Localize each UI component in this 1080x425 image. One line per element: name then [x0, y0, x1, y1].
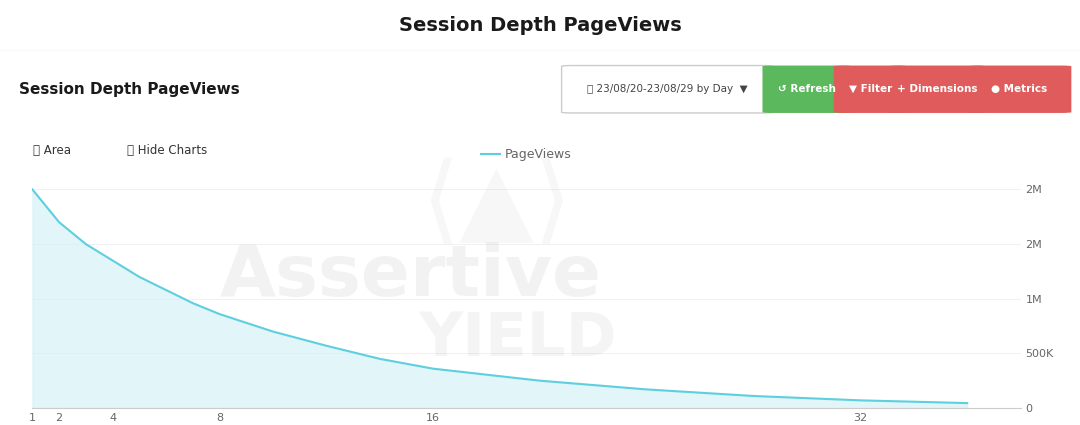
- FancyBboxPatch shape: [762, 65, 852, 113]
- FancyBboxPatch shape: [889, 65, 986, 113]
- FancyBboxPatch shape: [834, 65, 907, 113]
- Text: 📊 Area: 📊 Area: [32, 144, 71, 157]
- Text: Assertive: Assertive: [219, 242, 602, 311]
- Text: Session Depth PageViews: Session Depth PageViews: [399, 16, 681, 35]
- Text: Session Depth PageViews: Session Depth PageViews: [19, 82, 240, 97]
- Text: 📅 23/08/20-23/08/29 by Day  ▼: 📅 23/08/20-23/08/29 by Day ▼: [588, 84, 747, 94]
- FancyBboxPatch shape: [969, 65, 1071, 113]
- FancyBboxPatch shape: [5, 130, 97, 172]
- Text: + Dimensions: + Dimensions: [897, 84, 977, 94]
- Text: ↺ Refresh: ↺ Refresh: [778, 84, 836, 94]
- Text: ⟨▲⟩: ⟨▲⟩: [421, 158, 572, 250]
- Text: ● Metrics: ● Metrics: [991, 84, 1048, 94]
- Text: ▼ Filter: ▼ Filter: [849, 84, 892, 94]
- Legend: PageViews: PageViews: [476, 144, 577, 167]
- FancyBboxPatch shape: [562, 65, 772, 113]
- Text: 👁 Hide Charts: 👁 Hide Charts: [127, 144, 207, 157]
- Text: YIELD: YIELD: [419, 311, 618, 369]
